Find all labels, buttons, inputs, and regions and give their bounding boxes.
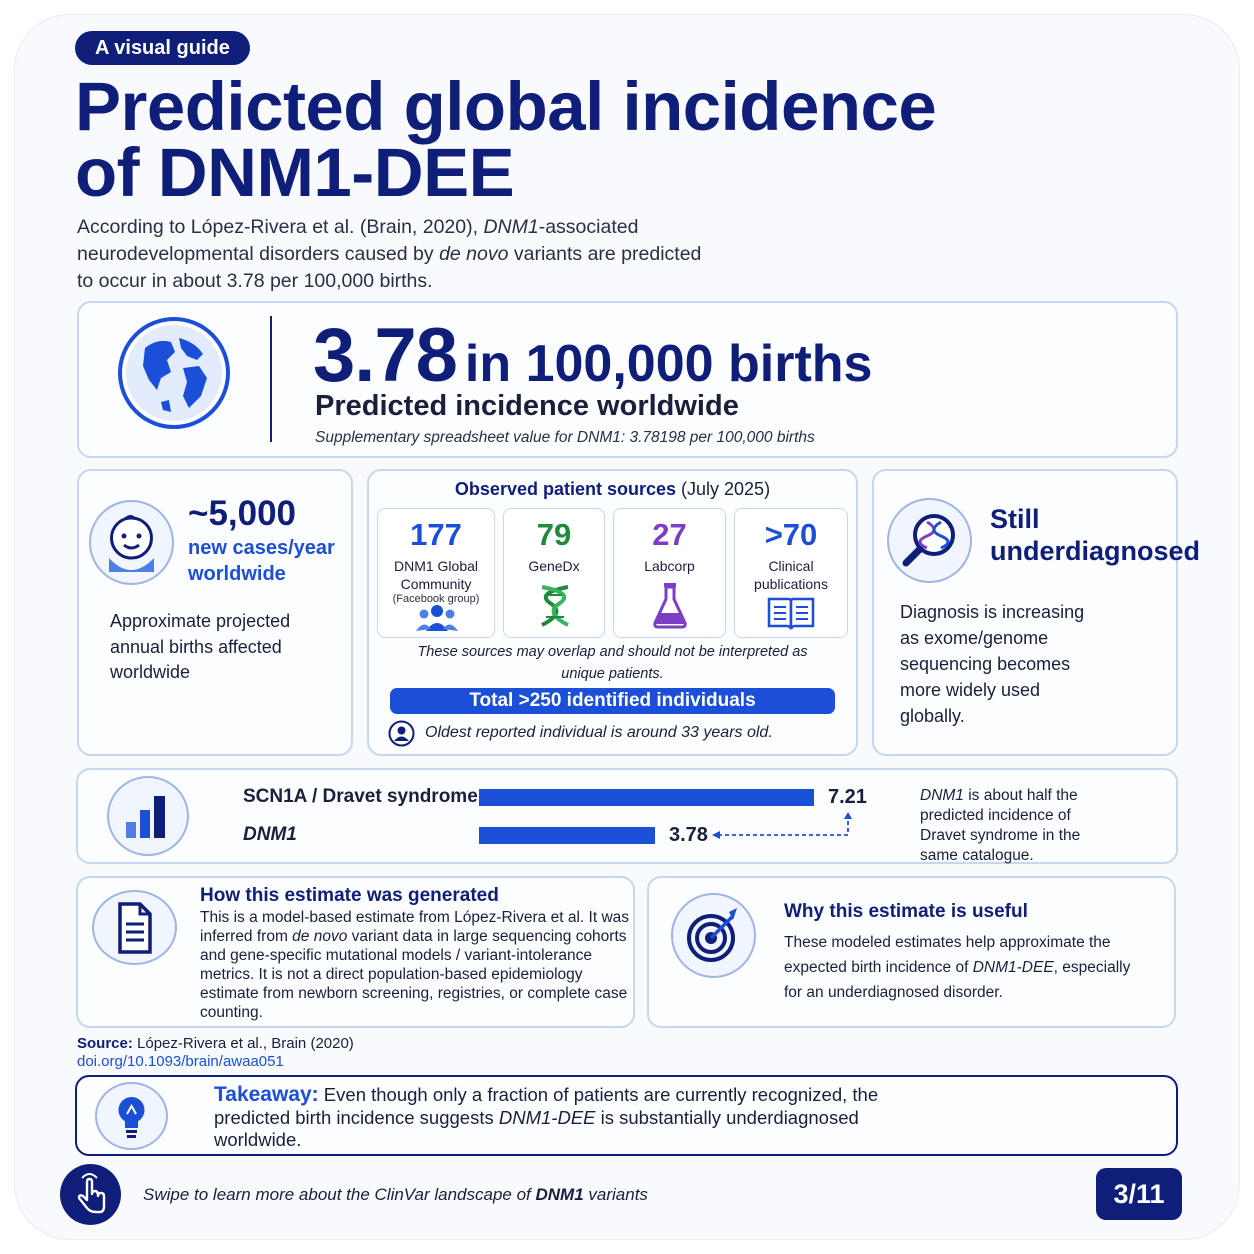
chart-bar-scn1a xyxy=(479,789,814,806)
chart-value-label: 3.78 xyxy=(669,824,708,846)
takeaway-text: Takeaway: Even though only a fraction of… xyxy=(214,1083,934,1152)
sources-overlap-note: These sources may overlap and should not… xyxy=(417,644,808,682)
magnifier-dna-icon xyxy=(887,498,972,583)
baby-icon xyxy=(89,500,174,585)
why-text-2: , especially for an underdiagnosed disor… xyxy=(784,959,1131,1001)
page-title: Predicted global incidence of DNM1-DEE xyxy=(75,68,1175,211)
dna-icon xyxy=(536,583,574,634)
sources-title: Observed patient sources (July 2025) xyxy=(367,479,858,500)
oldest-individual-note: Oldest reported individual is around 33 … xyxy=(425,724,773,741)
comparison-chart-card xyxy=(76,768,1178,864)
takeaway-card xyxy=(75,1075,1178,1156)
comparison-arrow xyxy=(710,810,855,849)
source-count: >70 xyxy=(764,517,818,552)
headline-subtitle: Predicted incidence worldwide xyxy=(315,390,739,422)
source-card-publications: >70 Clinical publications xyxy=(734,508,848,638)
how-text-em: de novo xyxy=(292,928,348,945)
headline-divider xyxy=(270,316,272,442)
source-label: Clinical publications xyxy=(754,558,828,592)
page-indicator: 3/11 xyxy=(1096,1168,1182,1220)
intro-part-3: variants are predicted to occur in about… xyxy=(77,243,702,292)
headline-note: Supplementary spreadsheet value for DNM1… xyxy=(315,429,815,446)
cases-desc: Approximate projected annual births affe… xyxy=(110,611,291,682)
takeaway-text-1: Even though only a fraction of patients … xyxy=(214,1084,879,1128)
why-text-1: These modeled estimates help approximate… xyxy=(784,934,1111,976)
how-title: How this estimate was generated xyxy=(200,885,499,906)
chart-note: DNM1 is about half the predicted inciden… xyxy=(920,786,1120,866)
how-text-1: This is a model-based estimate from Lópe… xyxy=(200,909,630,945)
how-text-2: variant data in large sequencing cohorts… xyxy=(200,928,628,1021)
chart-category-label: DNM1 xyxy=(243,824,297,845)
intro-part-1: According to López-Rivera et al. (Brain,… xyxy=(77,216,484,238)
total-individuals-bar: Total >250 identified individuals xyxy=(390,688,835,714)
swipe-hand-icon[interactable] xyxy=(60,1164,121,1225)
bar-chart-icon xyxy=(107,776,189,856)
people-icon xyxy=(416,603,458,638)
takeaway-text-em: DNM1-DEE xyxy=(498,1106,596,1128)
flask-icon xyxy=(652,581,688,634)
source-card-dnm1-community: 177 DNM1 Global Community (Facebook grou… xyxy=(377,508,495,638)
chart-note-text: is about half the predicted incidence of… xyxy=(920,787,1081,864)
headline-rest: in 100,000 births xyxy=(464,335,873,393)
chart-bar-dnm1 xyxy=(479,827,655,844)
source-sublabel: (Facebook group) xyxy=(392,593,480,605)
underdiagnosed-title-1: Still xyxy=(990,504,1040,534)
title-line-1: Predicted global incidence xyxy=(75,68,937,145)
takeaway-label: Takeaway: xyxy=(214,1083,319,1106)
why-text-em: DNM1-DEE xyxy=(972,959,1054,976)
source-count: 27 xyxy=(652,517,687,552)
footer-text-2: variants xyxy=(583,1185,648,1204)
target-icon xyxy=(671,893,756,978)
source-citation: Source: López-Rivera et al., Brain (2020… xyxy=(77,1035,354,1052)
chart-note-em: DNM1 xyxy=(920,787,964,804)
cases-label-1: new cases/year xyxy=(188,537,335,559)
title-line-2: of DNM1-DEE xyxy=(75,134,515,211)
footer-text-em: DNM1 xyxy=(535,1185,584,1204)
intro-text: According to López-Rivera et al. (Brain,… xyxy=(77,214,717,295)
footer-text: Swipe to learn more about the ClinVar la… xyxy=(143,1185,648,1205)
footer-text-1: Swipe to learn more about the ClinVar la… xyxy=(143,1185,536,1204)
underdiagnosed-desc: Diagnosis is increasing as exome/genome … xyxy=(900,602,1085,726)
source-label: DNM1 Global Community xyxy=(393,558,479,592)
source-count: 177 xyxy=(410,517,462,552)
globe-icon xyxy=(117,316,231,430)
why-text: These modeled estimates help approximate… xyxy=(784,930,1134,1005)
source-card-genedx: 79 GeneDx xyxy=(503,508,605,638)
source-text: López-Rivera et al., Brain (2020) xyxy=(132,1035,354,1052)
source-doi-link[interactable]: doi.org/10.1093/brain/awaa051 xyxy=(77,1053,284,1070)
headline-number: 3.78 xyxy=(313,313,458,398)
intro-em-2: de novo xyxy=(439,243,509,265)
lightbulb-icon xyxy=(95,1082,168,1150)
cases-value: ~5,000 xyxy=(188,494,297,533)
document-icon xyxy=(92,890,177,965)
source-label: Source: xyxy=(77,1035,133,1052)
headline-card xyxy=(77,301,1178,458)
person-icon xyxy=(388,720,415,747)
source-label: GeneDx xyxy=(528,558,580,574)
tag-pill: A visual guide xyxy=(75,31,250,65)
takeaway-text-2: is substantially underdiagnosed worldwid… xyxy=(214,1106,859,1151)
chart-value-label: 7.21 xyxy=(828,786,867,808)
intro-em-1: DNM1 xyxy=(483,216,539,238)
book-icon xyxy=(767,595,815,636)
sources-title-text: Observed patient sources xyxy=(454,479,677,499)
how-text: This is a model-based estimate from Lópe… xyxy=(200,908,630,1022)
intro-part-2: -associated neurodevelopmental disorders… xyxy=(77,216,639,265)
source-count: 79 xyxy=(536,517,572,552)
sources-date: (July 2025) xyxy=(676,479,771,499)
cases-card xyxy=(77,469,353,756)
why-title: Why this estimate is useful xyxy=(784,901,1028,922)
source-label: Labcorp xyxy=(644,558,695,574)
headline-stat: 3.78 in 100,000 births xyxy=(313,312,872,399)
source-card-labcorp: 27 Labcorp xyxy=(613,508,726,638)
cases-label-2: worldwide xyxy=(188,563,286,585)
how-card xyxy=(76,876,635,1028)
chart-category-label: SCN1A / Dravet syndrome xyxy=(243,786,478,807)
underdiagnosed-title-2: underdiagnosed xyxy=(990,536,1201,566)
